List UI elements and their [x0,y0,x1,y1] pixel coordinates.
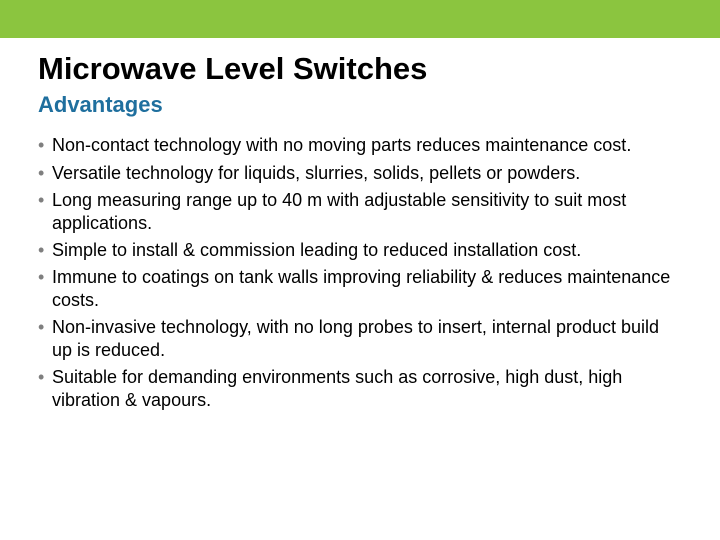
slide-subtitle: Advantages [38,92,682,118]
advantages-list: Non-contact technology with no moving pa… [38,134,682,411]
list-item: Simple to install & commission leading t… [38,239,682,262]
list-item: Non-invasive technology, with no long pr… [38,316,682,362]
list-item: Long measuring range up to 40 m with adj… [38,189,682,235]
list-item: Non-contact technology with no moving pa… [38,134,682,157]
slide-content: Microwave Level Switches Advantages Non-… [0,38,720,412]
list-item: Versatile technology for liquids, slurri… [38,162,682,185]
top-accent-bar [0,0,720,38]
slide-title: Microwave Level Switches [38,52,682,86]
list-item: Suitable for demanding environments such… [38,366,682,412]
list-item: Immune to coatings on tank walls improvi… [38,266,682,312]
